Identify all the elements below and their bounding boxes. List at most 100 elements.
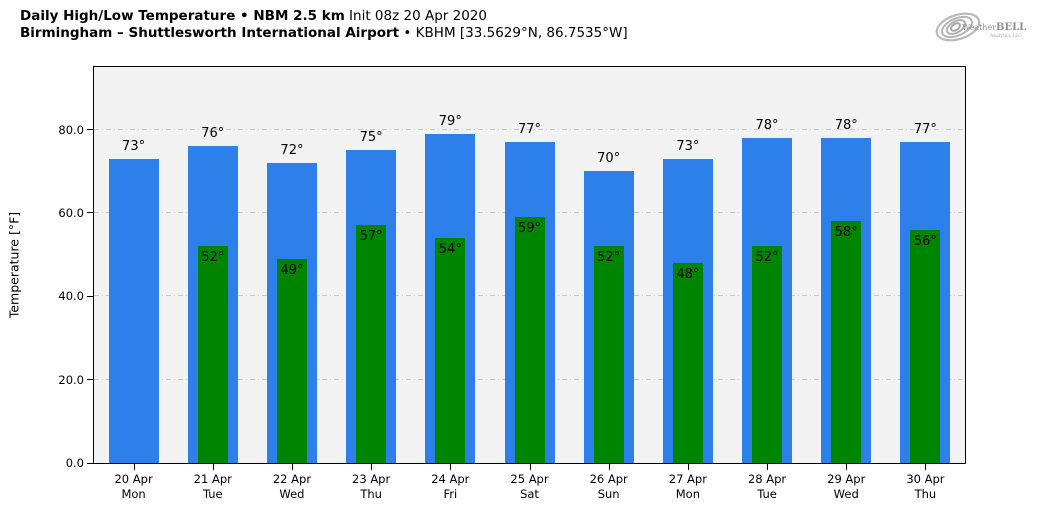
low-value-label: 52° [597, 250, 621, 266]
low-bar: 49° [276, 258, 307, 463]
x-tick-date: 30 Apr [906, 472, 945, 486]
low-value-label: 59° [517, 221, 542, 237]
x-tick-day: Wed [833, 486, 859, 501]
x-tick [687, 464, 689, 470]
x-tick-date: 23 Apr [352, 472, 391, 486]
logo-text: WeatherBELL [962, 22, 1026, 33]
title-station: • KBHM [33.5629°N, 86.7535°W] [399, 24, 628, 41]
high-value-label: 72° [280, 142, 304, 158]
x-tick [133, 464, 135, 470]
high-value-label: 77° [517, 122, 542, 138]
logo-swirl-icon [935, 12, 981, 42]
high-bar [108, 158, 159, 463]
high-value-label: 77° [913, 122, 937, 138]
x-tick-day: Thu [914, 486, 937, 501]
low-bar: 48° [672, 262, 703, 463]
x-tick-label: 27 Apr Mon [669, 472, 707, 501]
x-tick [767, 464, 769, 470]
x-tick-date: 24 Apr [431, 472, 470, 486]
x-tick-label: 25 Apr Sat [510, 472, 548, 501]
x-tick-label: 30 Apr Thu [906, 472, 944, 501]
x-tick-label: 23 Apr Thu [352, 472, 390, 501]
y-tick [87, 379, 93, 381]
high-value-label: 78° [834, 117, 858, 133]
low-bar: 52° [593, 246, 624, 463]
gridline [94, 128, 965, 130]
title-location: Birmingham – Shuttlesworth International… [20, 24, 400, 41]
x-tick [846, 464, 848, 470]
chart-title-line2: Birmingham – Shuttlesworth International… [20, 25, 628, 42]
x-tick-date: 20 Apr [114, 472, 153, 486]
y-tick [87, 462, 93, 464]
high-value-label: 73° [122, 138, 146, 154]
title-init: Init 08z 20 Apr 2020 [344, 8, 487, 24]
x-tick-day: Wed [279, 486, 305, 501]
low-bar: 52° [752, 246, 783, 463]
high-value-label: 70° [597, 151, 621, 167]
logo-subtext: Analytics LLC [989, 33, 1022, 39]
x-tick-date: 21 Apr [193, 472, 232, 486]
x-tick-date: 25 Apr [510, 472, 549, 486]
x-tick-label: 22 Apr Wed [273, 472, 311, 501]
x-tick-day: Sun [597, 486, 620, 501]
low-bar: 58° [831, 221, 862, 463]
low-value-label: 49° [280, 262, 304, 278]
chart-title-line1: Daily High/Low Temperature • NBM 2.5 km … [20, 8, 628, 25]
low-value-label: 52° [201, 250, 225, 266]
x-tick [529, 464, 531, 470]
x-tick-label: 24 Apr Fri [431, 472, 469, 501]
high-value-label: 78° [755, 117, 779, 133]
low-bar: 52° [197, 246, 228, 463]
x-tick-day: Thu [360, 486, 382, 501]
x-tick-label: 26 Apr Sun [590, 472, 628, 501]
x-tick [608, 464, 610, 470]
x-tick-label: 29 Apr Wed [827, 472, 865, 501]
x-tick-date: 28 Apr [747, 472, 787, 486]
x-tick [212, 464, 214, 470]
y-tick-label: 60.0 [58, 205, 84, 220]
low-value-label: 54° [438, 241, 462, 257]
title-product: Daily High/Low Temperature • NBM 2.5 km [20, 8, 345, 24]
y-tick [87, 212, 93, 214]
x-tick-day: Sat [520, 486, 539, 501]
low-bar: 57° [356, 225, 387, 463]
x-tick-day: Fri [443, 486, 458, 501]
x-tick-day: Tue [757, 486, 777, 501]
y-axis-title: Temperature [°F] [6, 211, 22, 319]
plot-area: 0.0 20.0 40.0 60.0 80.0 73° 20 Apr Mon 76° 52° 21 … [58, 66, 966, 501]
low-value-label: 48° [676, 266, 700, 282]
x-tick-date: 29 Apr [827, 472, 866, 486]
x-tick-date: 27 Apr [668, 472, 707, 486]
chart-title: Daily High/Low Temperature • NBM 2.5 km … [20, 8, 628, 41]
low-bar: 54° [435, 237, 466, 463]
x-tick-label: 21 Apr Tue [194, 472, 232, 501]
high-value-label: 76° [201, 126, 225, 142]
high-value-label: 75° [359, 130, 383, 146]
x-tick [925, 464, 927, 470]
x-tick-date: 26 Apr [589, 472, 628, 486]
high-value-label: 79° [438, 113, 462, 129]
high-value-label: 73° [676, 138, 700, 154]
x-tick-day: Mon [121, 486, 146, 501]
weatherbell-logo: WeatherBELL Analytics LLC [935, 12, 1026, 42]
x-tick-day: Tue [202, 486, 223, 501]
x-tick-day: Mon [675, 486, 700, 501]
x-tick [291, 464, 293, 470]
y-tick-label: 40.0 [58, 289, 84, 304]
y-tick [87, 129, 93, 131]
y-tick-label: 20.0 [58, 372, 84, 387]
low-value-label: 57° [359, 229, 383, 245]
low-bar: 56° [910, 229, 941, 463]
low-value-label: 56° [913, 233, 937, 249]
x-tick-label: 28 Apr Tue [748, 472, 786, 501]
low-value-label: 58° [834, 225, 858, 241]
y-tick [87, 295, 93, 297]
y-tick-label: 0.0 [65, 456, 84, 470]
low-value-label: 52° [755, 250, 779, 266]
x-tick-label: 20 Apr Mon [114, 472, 152, 501]
x-tick-date: 22 Apr [272, 472, 312, 486]
x-tick [371, 464, 373, 470]
x-tick [450, 464, 452, 470]
low-bar: 59° [514, 217, 545, 463]
